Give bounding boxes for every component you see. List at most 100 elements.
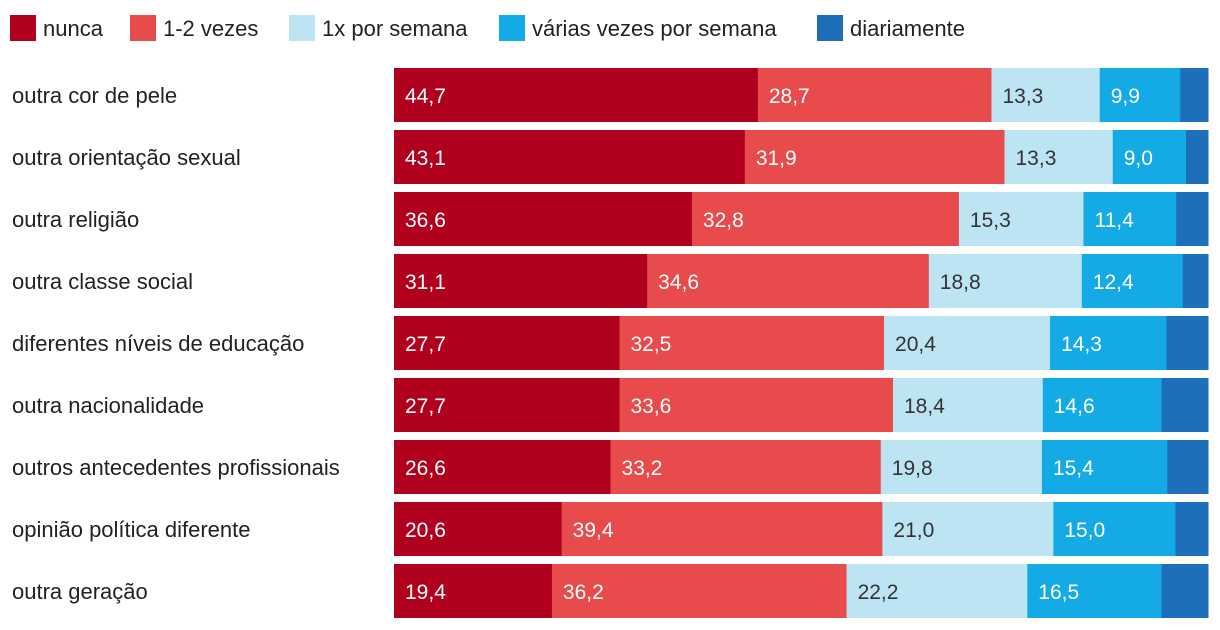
data-label: 20,6: [405, 519, 446, 542]
bar-segment: [1042, 378, 1163, 432]
category-label: outros antecedentes profissionais: [12, 455, 340, 480]
data-label: 15,0: [1064, 519, 1105, 542]
data-label: 21,0: [893, 519, 934, 542]
bar-segment: [394, 192, 693, 246]
bar-segment: [1186, 130, 1209, 184]
data-label: 31,1: [405, 271, 446, 294]
data-label: 13,3: [1002, 85, 1043, 108]
category-label: outra orientação sexual: [12, 145, 241, 170]
data-label: 20,4: [895, 333, 936, 356]
bar-row: outros antecedentes profissionais 26,6 33,…: [12, 440, 1209, 494]
data-label: 31,9: [756, 147, 797, 170]
category-label: outra cor de pele: [12, 83, 177, 108]
bar-segment: [691, 192, 960, 246]
bar-row: diferentes níveis de educação 27,7 32,5 20,…: [12, 316, 1209, 370]
data-label: 15,3: [970, 209, 1011, 232]
bar-segment: [1083, 192, 1177, 246]
bar-segment: [1081, 254, 1184, 308]
bar-row: outra classe social 31,1 34,6 18,8 12,4: [12, 254, 1209, 308]
data-label: 27,7: [405, 395, 446, 418]
data-label: 28,7: [769, 85, 810, 108]
data-label: 18,4: [904, 395, 945, 418]
bar-segment: [647, 254, 930, 308]
bar-segment: [884, 316, 1051, 370]
data-label: 12,4: [1093, 271, 1134, 294]
data-label: 34,6: [658, 271, 699, 294]
data-label: 19,4: [405, 581, 446, 604]
bar-segment: [1050, 316, 1167, 370]
legend-swatch: [817, 15, 843, 41]
bar-segment: [394, 440, 612, 494]
data-label: 9,9: [1111, 85, 1140, 108]
bar-segment: [1180, 68, 1209, 122]
category-label: outra classe social: [12, 269, 193, 294]
bar-segment: [619, 316, 885, 370]
bar-segment: [394, 316, 620, 370]
bar-segment: [1167, 440, 1209, 494]
category-label: diferentes níveis de educação: [12, 331, 304, 356]
bar-segment: [394, 254, 648, 308]
legend: nunca 1-2 vezes 1x por semana várias vezes …: [10, 15, 965, 41]
bar-segment: [928, 254, 1083, 308]
category-label: opinião política diferente: [12, 517, 251, 542]
category-label: outra religião: [12, 207, 139, 232]
bar-row: outra cor de pele 44,7 28,7 13,3 9,9: [12, 68, 1209, 122]
bar-segment: [882, 502, 1054, 556]
data-label: 36,2: [563, 581, 604, 604]
bar-segment: [1175, 502, 1209, 556]
data-label: 36,6: [405, 209, 446, 232]
data-label: 33,2: [622, 457, 663, 480]
data-label: 27,7: [405, 333, 446, 356]
bar-segment: [1099, 68, 1181, 122]
bar-segment: [1112, 130, 1187, 184]
legend-label: várias vezes por semana: [532, 16, 777, 41]
bar-segment: [610, 440, 882, 494]
bar-segment: [551, 564, 848, 618]
bar-row: outra orientação sexual 43,1 31,9 13,3 9,0: [12, 130, 1209, 184]
bar-segment: [1053, 502, 1176, 556]
bar-row: outra religião 36,6 32,8 15,3 11,4: [12, 192, 1209, 246]
bar-segment: [1166, 316, 1209, 370]
bar-segment: [1041, 440, 1168, 494]
data-label: 39,4: [573, 519, 614, 542]
data-label: 18,8: [940, 271, 981, 294]
data-label: 32,8: [703, 209, 744, 232]
bar-segment: [1176, 192, 1209, 246]
legend-swatch: [10, 15, 36, 41]
data-label: 26,6: [405, 457, 446, 480]
data-label: 9,0: [1124, 147, 1153, 170]
data-label: 14,6: [1054, 395, 1095, 418]
bar-segment: [394, 378, 620, 432]
bar-segment: [892, 378, 1044, 432]
legend-label: diariamente: [850, 16, 965, 41]
bar-segment: [744, 130, 1005, 184]
legend-label: nunca: [43, 16, 104, 41]
legend-swatch: [130, 15, 156, 41]
bar-segment: [1027, 564, 1163, 618]
bar-segment: [1161, 564, 1209, 618]
category-label: outra geração: [12, 579, 148, 604]
data-label: 11,4: [1094, 209, 1134, 232]
bar-segment: [846, 564, 1028, 618]
bar-row: outra nacionalidade 27,7 33,6 18,4 14,6: [12, 378, 1209, 432]
data-label: 13,3: [1016, 147, 1057, 170]
legend-label: 1-2 vezes: [163, 16, 258, 41]
bar-segment: [619, 378, 894, 432]
data-label: 43,1: [405, 147, 446, 170]
bar-segment: [561, 502, 883, 556]
bar-segment: [1161, 378, 1209, 432]
data-label: 22,2: [858, 581, 899, 604]
legend-swatch: [499, 15, 525, 41]
bar-row: outra geração 19,4 36,2 22,2 16,5: [12, 564, 1209, 618]
data-label: 19,8: [892, 457, 933, 480]
bar-segment: [1004, 130, 1114, 184]
bar-segment: [1182, 254, 1209, 308]
bar-segment: [394, 502, 563, 556]
data-label: 33,6: [630, 395, 671, 418]
bar-segment: [394, 564, 553, 618]
data-label: 16,5: [1038, 581, 1079, 604]
bar-segment: [757, 68, 992, 122]
legend-label: 1x por semana: [322, 16, 468, 41]
bar-row: opinião política diferente 20,6 39,4 21,0 15…: [12, 502, 1209, 556]
